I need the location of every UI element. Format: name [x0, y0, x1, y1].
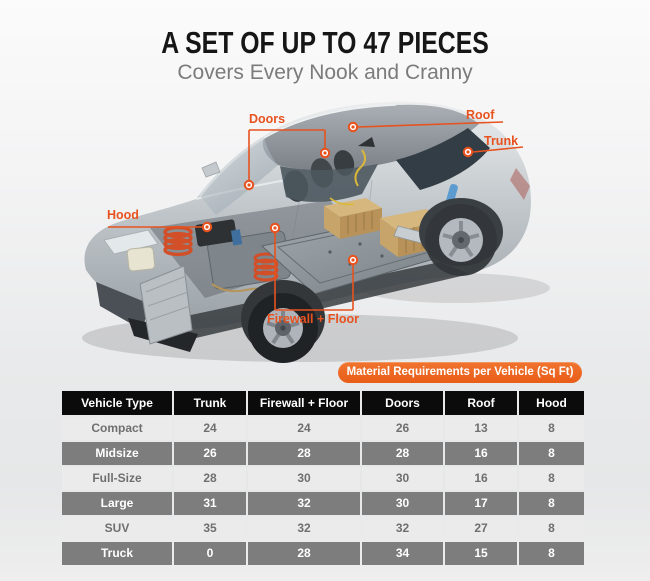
value-cell: 28	[174, 467, 246, 490]
page-title: A SET OF UP TO 47 PIECES	[161, 25, 489, 60]
floor-point-marker	[347, 254, 359, 266]
value-cell: 32	[248, 517, 360, 540]
vehicle-type-cell: Midsize	[62, 442, 172, 465]
column-header-cell: Doors	[362, 391, 443, 415]
value-cell: 28	[248, 442, 360, 465]
roof-point-marker	[347, 121, 359, 133]
table-header-row: Vehicle Type Trunk Firewall + Floor Doors Ro…	[62, 391, 584, 415]
doors-callout-line	[248, 129, 326, 180]
value-cell: 35	[174, 517, 246, 540]
value-cell: 30	[248, 467, 360, 490]
value-cell: 26	[174, 442, 246, 465]
vehicle-type-cell: SUV	[62, 517, 172, 540]
roof-callout-line	[357, 121, 504, 128]
doors-point-marker-2	[319, 147, 331, 159]
value-cell: 28	[362, 442, 443, 465]
value-cell: 32	[248, 492, 360, 515]
vehicle-type-cell: Full-Size	[62, 467, 172, 490]
table-row: Compact 24 24 26 13 8	[62, 417, 584, 440]
value-cell: 8	[519, 492, 584, 515]
value-cell: 24	[248, 417, 360, 440]
value-cell: 16	[445, 467, 517, 490]
hood-point-marker	[201, 221, 213, 233]
value-cell: 8	[519, 517, 584, 540]
value-cell: 8	[519, 542, 584, 565]
table-row: Truck 0 28 34 15 8	[62, 542, 584, 565]
callout-label-roof: Roof	[466, 108, 495, 122]
column-header-cell: Trunk	[174, 391, 246, 415]
value-cell: 24	[174, 417, 246, 440]
value-cell: 26	[362, 417, 443, 440]
table-row: SUV 35 32 32 27 8	[62, 517, 584, 540]
table-body: Compact 24 24 26 13 8 Midsize 26 28 28 16 8 Full-Siz…	[62, 417, 584, 565]
table-title-badge: Material Requirements per Vehicle (Sq Ft…	[338, 362, 582, 383]
vehicle-type-cell: Compact	[62, 417, 172, 440]
firewall-point-marker	[269, 222, 281, 234]
column-header-cell: Roof	[445, 391, 517, 415]
value-cell: 32	[362, 517, 443, 540]
table-row: Full-Size 28 30 30 16 8	[62, 467, 584, 490]
column-header-cell: Firewall + Floor	[248, 391, 360, 415]
value-cell: 28	[248, 542, 360, 565]
doors-point-marker	[243, 179, 255, 191]
value-cell: 30	[362, 492, 443, 515]
value-cell: 34	[362, 542, 443, 565]
trunk-point-marker	[462, 146, 474, 158]
column-header-cell: Hood	[519, 391, 584, 415]
value-cell: 8	[519, 467, 584, 490]
callout-label-firewall-floor: Firewall + Floor	[266, 312, 360, 326]
vehicle-type-cell: Large	[62, 492, 172, 515]
firewall-floor-callout-line	[274, 233, 354, 311]
value-cell: 27	[445, 517, 517, 540]
value-cell: 16	[445, 442, 517, 465]
callout-label-hood: Hood	[107, 208, 139, 222]
callout-label-doors: Doors	[249, 112, 286, 126]
requirements-table: Vehicle Type Trunk Firewall + Floor Doors Ro…	[62, 391, 584, 567]
value-cell: 13	[445, 417, 517, 440]
vehicle-type-cell: Truck	[62, 542, 172, 565]
trunk-callout-line	[472, 146, 524, 153]
table-row: Midsize 26 28 28 16 8	[62, 442, 584, 465]
value-cell: 31	[174, 492, 246, 515]
value-cell: 17	[445, 492, 517, 515]
page-subtitle: Covers Every Nook and Cranny	[177, 61, 473, 84]
value-cell: 8	[519, 442, 584, 465]
value-cell: 30	[362, 467, 443, 490]
callout-label-trunk: Trunk	[484, 134, 519, 148]
table-row: Large 31 32 30 17 8	[62, 492, 584, 515]
value-cell: 0	[174, 542, 246, 565]
value-cell: 15	[445, 542, 517, 565]
column-header-cell: Vehicle Type	[62, 391, 172, 415]
value-cell: 8	[519, 417, 584, 440]
